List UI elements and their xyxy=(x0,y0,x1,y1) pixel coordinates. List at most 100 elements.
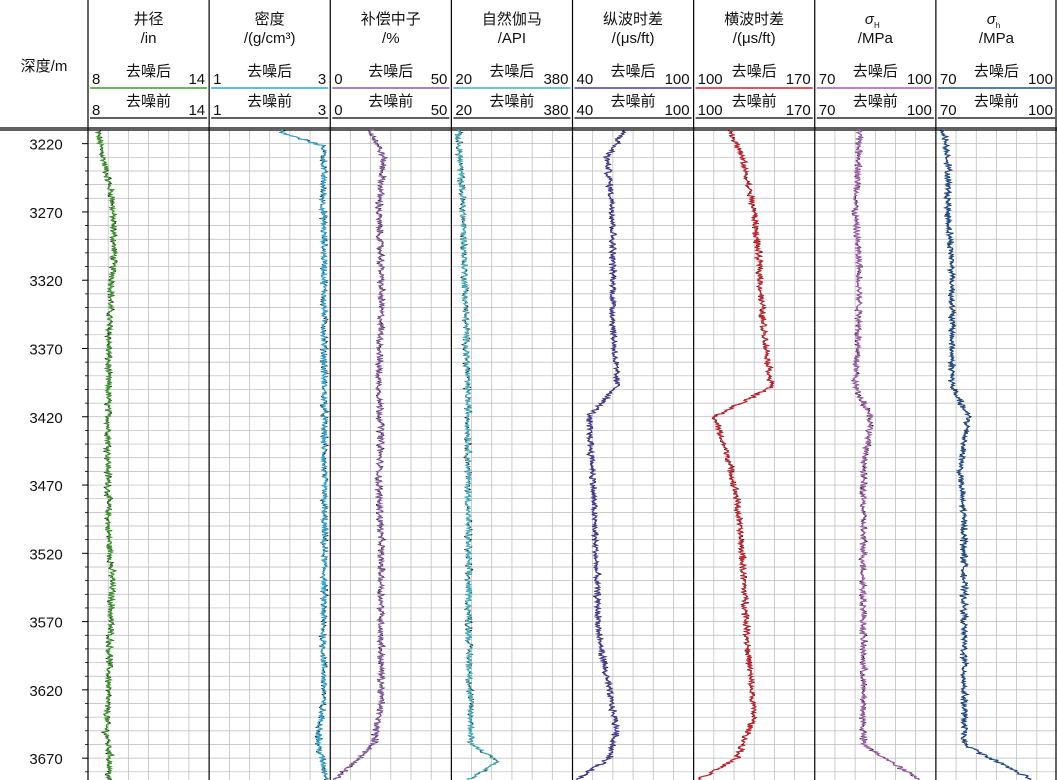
after-label: 去噪后 xyxy=(368,63,413,80)
scale-max-after: 100 xyxy=(1028,71,1053,88)
scale-max-after: 380 xyxy=(543,71,568,88)
scale-min-before: 1 xyxy=(213,102,221,119)
track-curves xyxy=(575,129,627,780)
after-label: 去噪后 xyxy=(853,63,898,80)
track-title: σH xyxy=(865,11,880,30)
curve-after-denoise xyxy=(940,129,1032,780)
track-curves xyxy=(454,129,500,780)
curve-after-denoise xyxy=(94,129,119,780)
scale-min-before: 20 xyxy=(455,102,472,119)
curve-after-denoise xyxy=(697,129,776,780)
scale-max-before: 170 xyxy=(786,102,811,119)
scale-max-before: 14 xyxy=(188,102,205,119)
scale-max-after: 50 xyxy=(431,71,448,88)
curve-after-denoise xyxy=(334,129,388,780)
track-title: σh xyxy=(987,11,1001,30)
track-header: 补偿中子 /% 0 50 去噪后 0 50 去噪前 xyxy=(332,11,450,119)
scale-max-before: 50 xyxy=(431,102,448,119)
curve-after-denoise xyxy=(455,129,500,780)
scale-min-after: 1 xyxy=(213,71,221,88)
scale-min-before: 8 xyxy=(92,102,100,119)
track-unit: /% xyxy=(382,30,400,47)
track-title: 补偿中子 xyxy=(361,11,421,28)
track-title: 密度 xyxy=(255,11,285,28)
track-curves xyxy=(851,129,920,780)
scale-max-before: 100 xyxy=(907,102,932,119)
scale-min-after: 40 xyxy=(577,71,594,88)
scale-min-before: 0 xyxy=(334,102,342,119)
before-label: 去噪前 xyxy=(611,93,656,110)
scale-max-after: 100 xyxy=(665,71,690,88)
scale-max-before: 100 xyxy=(665,102,690,119)
depth-tick-label: 3420 xyxy=(29,410,62,427)
curve-before-denoise xyxy=(939,129,1032,780)
track-curves xyxy=(94,129,119,780)
before-label: 去噪前 xyxy=(974,93,1019,110)
after-label: 去噪后 xyxy=(611,63,656,80)
track-header: σh/MPa 70 100 去噪后 70 100 去噪前 xyxy=(937,11,1055,119)
depth-tick-label: 3370 xyxy=(29,341,62,358)
scale-max-after: 170 xyxy=(786,71,811,88)
depth-axis-ticks: 3220 3270 3320 3370 3420 3470 3520 3570 3620 3670 xyxy=(29,129,88,773)
track-header: σH/MPa 70 100 去噪后 70 100 去噪前 xyxy=(816,11,934,119)
track-unit: /MPa xyxy=(858,30,894,47)
track-header: 横波时差 /(μs/ft) 100 170 去噪后 100 170 去噪前 xyxy=(695,11,813,119)
scale-min-after: 8 xyxy=(92,71,100,88)
scale-max-after: 14 xyxy=(188,71,205,88)
track-unit: /MPa xyxy=(979,30,1015,47)
track-unit: /(g/cm³) xyxy=(244,30,296,47)
scale-max-after: 100 xyxy=(907,71,932,88)
curve-before-denoise xyxy=(851,129,920,780)
track-header: 密度 /(g/cm³) 1 3 去噪后 1 3 去噪前 xyxy=(211,11,329,119)
track-header: 纵波时差 /(μs/ft) 40 100 去噪后 40 100 去噪前 xyxy=(574,11,692,119)
before-label: 去噪前 xyxy=(853,93,898,110)
depth-tick-label: 3620 xyxy=(29,683,62,700)
before-label: 去噪前 xyxy=(126,93,171,110)
scale-min-after: 70 xyxy=(819,71,836,88)
curve-after-denoise xyxy=(851,129,919,780)
after-label: 去噪后 xyxy=(732,63,777,80)
depth-axis-label: 深度/m xyxy=(21,58,68,75)
before-label: 去噪前 xyxy=(732,93,777,110)
scale-min-before: 100 xyxy=(698,102,723,119)
depth-tick-label: 3270 xyxy=(29,205,62,222)
depth-tick-label: 3570 xyxy=(29,615,62,632)
before-label: 去噪前 xyxy=(247,93,292,110)
track-curves xyxy=(697,129,776,780)
scale-max-after: 3 xyxy=(318,71,326,88)
curve-before-denoise xyxy=(575,129,627,780)
curve-before-denoise xyxy=(698,129,775,780)
track-unit: /(μs/ft) xyxy=(612,30,655,47)
scale-min-after: 0 xyxy=(334,71,342,88)
after-label: 去噪后 xyxy=(974,63,1019,80)
after-label: 去噪后 xyxy=(489,63,534,80)
track-header: 自然伽马/API 20 380 去噪后 20 380 去噪前 xyxy=(453,11,571,119)
track-curves xyxy=(278,129,330,780)
before-label: 去噪前 xyxy=(489,93,534,110)
curve-after-denoise xyxy=(576,129,626,780)
scale-min-before: 70 xyxy=(819,102,836,119)
curve-after-denoise xyxy=(278,129,329,780)
scale-min-after: 20 xyxy=(455,71,472,88)
track-title: 横波时差 xyxy=(724,11,784,28)
scale-min-after: 100 xyxy=(698,71,723,88)
track-unit: /in xyxy=(141,30,157,47)
depth-tick-label: 3220 xyxy=(29,137,62,154)
depth-tick-label: 3470 xyxy=(29,478,62,495)
track-unit: /API xyxy=(498,30,526,47)
track-curves xyxy=(333,129,388,780)
track-title: 井径 xyxy=(134,11,164,28)
track-curves xyxy=(939,129,1032,780)
scale-max-before: 3 xyxy=(318,102,326,119)
after-label: 去噪后 xyxy=(247,63,292,80)
track-unit: /(μs/ft) xyxy=(733,30,776,47)
track-header: 井径/in 8 14 去噪后 8 14 去噪前 xyxy=(90,11,208,119)
depth-tick-label: 3670 xyxy=(29,751,62,768)
depth-tick-label: 3320 xyxy=(29,273,62,290)
scale-min-after: 70 xyxy=(940,71,957,88)
track-title: 纵波时差 xyxy=(603,11,663,28)
scale-min-before: 40 xyxy=(577,102,594,119)
